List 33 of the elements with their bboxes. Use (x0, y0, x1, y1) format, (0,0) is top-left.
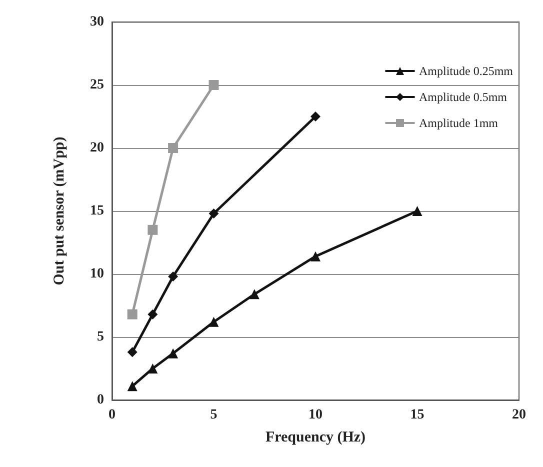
point (127, 381, 138, 392)
point (168, 143, 178, 153)
point (148, 309, 158, 320)
y-axis-title: Out put sensor (mVpp) (52, 136, 68, 286)
x-tick-label: 0 (108, 408, 116, 422)
x-tick-label: 10 (308, 408, 322, 422)
point (127, 309, 138, 320)
x-tick-label: 15 (410, 408, 424, 422)
point (208, 80, 219, 90)
point (127, 347, 138, 358)
point (208, 208, 219, 219)
point (168, 272, 178, 282)
point (249, 289, 260, 300)
x-tick-label: 20 (512, 408, 526, 422)
legend-label: Amplitude 0.5mm (419, 90, 508, 104)
y-tick-label: 10 (90, 266, 104, 282)
y-tick-label: 30 (90, 14, 104, 30)
y-tick-label: 0 (97, 392, 104, 408)
point (148, 224, 158, 235)
y-tick-label: 5 (97, 330, 104, 344)
y-tick-label: 20 (90, 140, 104, 156)
point (310, 112, 320, 122)
y-tick-label: 15 (90, 204, 104, 218)
x-tick-label: 5 (210, 408, 218, 422)
point (148, 364, 158, 374)
legend-label: Amplitude 0.25mm (419, 64, 514, 78)
legend-label: Amplitude 1mm (419, 116, 499, 130)
point (310, 251, 320, 262)
point (168, 348, 178, 358)
y-tick-label: 25 (90, 78, 104, 92)
x-axis-title: Frequency (Hz) (265, 430, 366, 446)
point (412, 206, 422, 216)
point (208, 316, 219, 327)
